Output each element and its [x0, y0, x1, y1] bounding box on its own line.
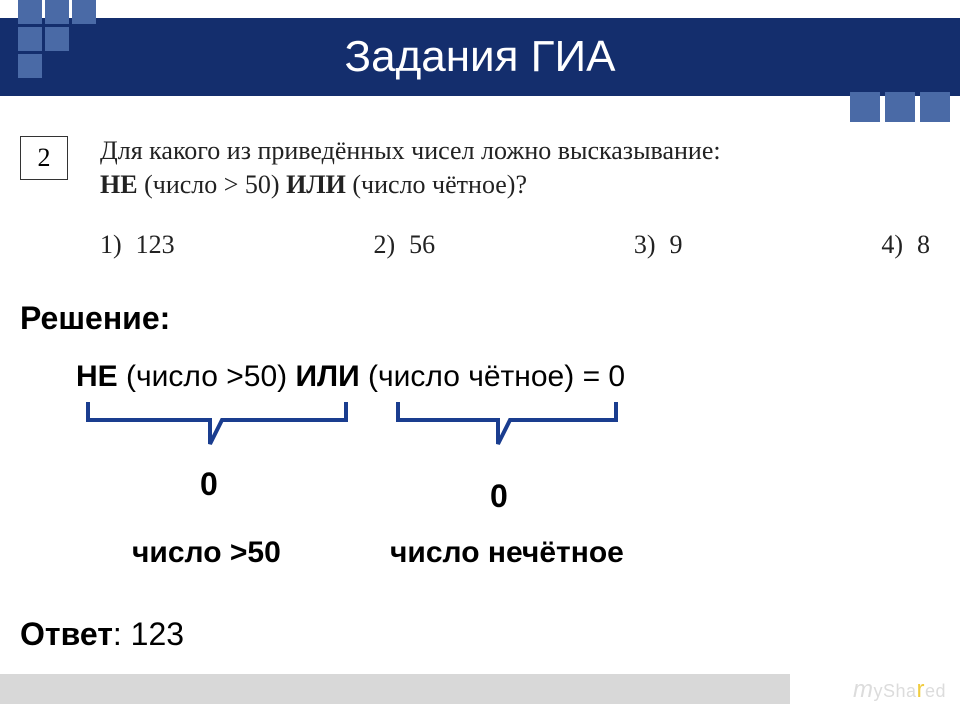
- question-line-1: Для какого из приведённых чисел ложно вы…: [100, 136, 721, 166]
- bracket-left: [82, 400, 352, 460]
- slide-title: Задания ГИА: [0, 18, 960, 96]
- bold-not: НЕ: [100, 170, 138, 199]
- watermark: myShared: [853, 676, 946, 704]
- answer-line: Ответ: 123: [20, 616, 184, 653]
- answer-label: Ответ: [20, 616, 113, 652]
- decor-square: [45, 0, 69, 24]
- question-number: 2: [38, 143, 51, 173]
- condition-left: число >50: [132, 536, 281, 570]
- solution-label: Решение:: [20, 300, 170, 337]
- decor-square: [920, 58, 950, 88]
- option-4: 4)8: [881, 230, 930, 260]
- decor-square: [920, 24, 950, 54]
- decor-square: [850, 92, 880, 122]
- question-number-box: 2: [20, 136, 68, 180]
- solution-expression: НЕ (число >50) ИЛИ (число чётное) = 0: [76, 360, 625, 394]
- decor-square: [920, 92, 950, 122]
- zero-right: 0: [490, 478, 508, 515]
- footer-bar: [0, 674, 790, 704]
- decor-square: [850, 24, 880, 54]
- decor-square: [885, 58, 915, 88]
- decor-square: [885, 24, 915, 54]
- decor-square: [885, 92, 915, 122]
- decor-square: [45, 27, 69, 51]
- option-3: 3)9: [634, 230, 683, 260]
- option-1: 1)123: [100, 230, 175, 260]
- decor-square: [18, 27, 42, 51]
- option-2: 2)56: [373, 230, 435, 260]
- zero-left: 0: [200, 466, 218, 503]
- decor-square: [72, 0, 96, 24]
- slide: Задания ГИА 2 Для какого из приведённых …: [0, 0, 960, 720]
- decor-square: [18, 54, 42, 78]
- question-line-2: НЕ (число > 50) ИЛИ (число чётное)?: [100, 170, 527, 200]
- decor-square: [18, 0, 42, 24]
- bold-or: ИЛИ: [286, 170, 346, 199]
- condition-right: число нечётное: [390, 536, 624, 570]
- bracket-right: [392, 400, 622, 460]
- answer-value: : 123: [113, 616, 184, 652]
- answer-options: 1)123 2)56 3)9 4)8: [100, 230, 930, 260]
